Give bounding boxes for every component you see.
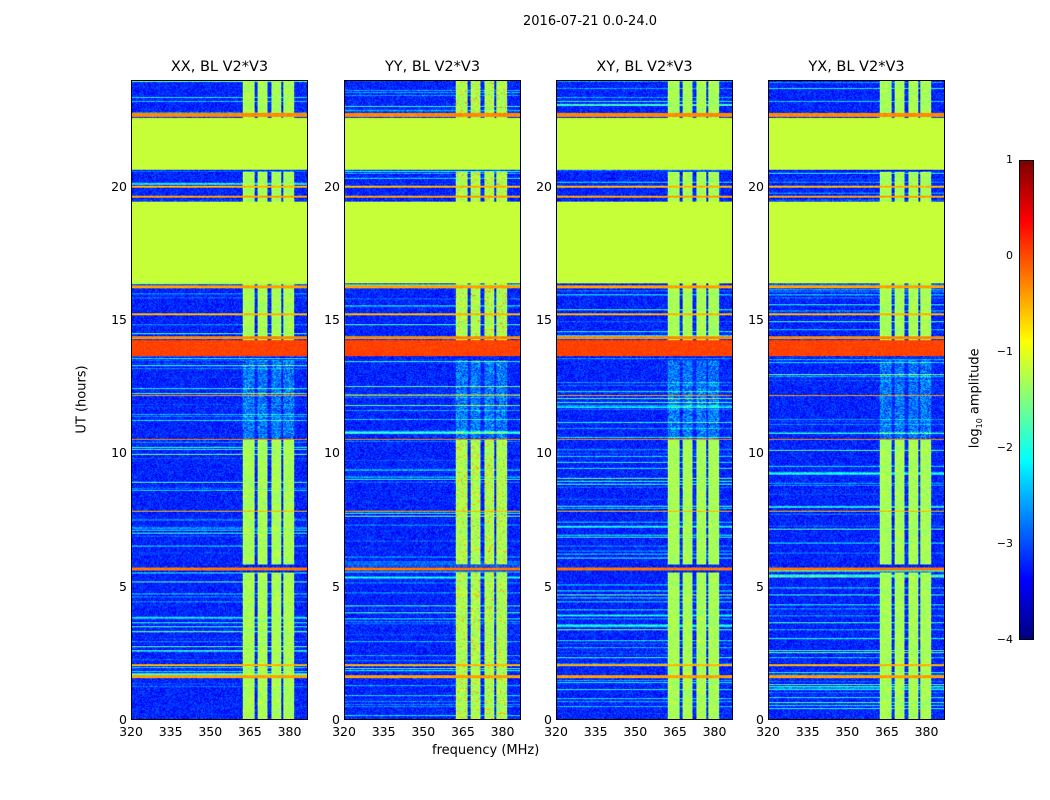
colorbar-tick-label: −2 [996,441,1013,454]
panel-title: YX, BL V2*V3 [808,59,905,75]
colorbar-tick-label: −1 [996,345,1013,358]
x-tick-label: 350 [835,724,860,739]
x-tick-label: 320 [756,724,780,739]
y-tick-label: 20 [748,178,764,194]
x-tick-label: 335 [371,724,396,739]
y-tick-label: 0 [756,712,764,727]
x-tick-label: 380 [490,724,515,739]
colorbar-tick-label: 1 [1006,153,1013,166]
y-tick-label: 5 [119,578,127,594]
heatmap-panel [556,80,733,720]
colorbar-label-rest: amplitude [967,348,983,419]
x-tick-label: 365 [450,724,475,739]
panel-title: XY, BL V2*V3 [596,59,693,75]
y-tick-label: 0 [332,712,340,727]
y-tick-label: 15 [111,312,127,327]
y-tick-label: 15 [324,312,340,327]
y-tick-label: 20 [324,178,340,194]
heatmap-cells [557,81,732,719]
colorbar-tick-label: −3 [996,537,1013,550]
colorbar-tick-label: −4 [996,633,1013,646]
x-tick-label: 365 [662,724,687,739]
x-tick-label: 380 [702,724,727,739]
x-tick-label: 365 [874,724,899,739]
heatmap-panel [344,80,521,720]
x-tick-label: 380 [277,724,302,739]
colorbar-gradient [1020,161,1033,639]
y-tick-label: 10 [748,445,764,461]
heatmap-panel [768,80,945,720]
colorbar [1019,160,1034,640]
colorbar-label-sub: 10 [975,418,985,429]
x-tick-label: 335 [158,724,183,739]
y-axis-label: UT (hours) [74,365,90,434]
x-tick-label: 335 [583,724,608,739]
y-tick-label: 0 [544,712,552,727]
x-tick-label: 335 [795,724,820,739]
x-tick-label: 320 [119,724,143,739]
figure-title: 2016-07-21 0.0-24.0 [523,14,657,29]
x-tick-label: 320 [332,724,356,739]
y-tick-label: 10 [324,445,340,461]
y-tick-label: 5 [544,578,552,594]
colorbar-label: log10 amplitude [968,348,985,448]
y-tick-label: 15 [748,312,764,327]
y-tick-label: 10 [111,445,127,461]
y-tick-label: 20 [111,178,127,194]
heatmap-cells [345,81,520,719]
heatmap-panel [131,80,308,720]
y-tick-label: 5 [756,578,764,594]
colorbar-tick-label: 0 [1006,249,1013,262]
x-tick-label: 320 [544,724,568,739]
y-tick-label: 0 [119,712,127,727]
y-tick-label: 10 [536,445,552,461]
x-tick-label: 350 [623,724,648,739]
panel-title: XX, BL V2*V3 [170,59,269,75]
y-tick-label: 5 [332,578,340,594]
heatmap-cells [769,81,944,719]
heatmap-cells [132,81,307,719]
x-tick-label: 350 [198,724,223,739]
x-tick-label: 350 [411,724,436,739]
y-tick-label: 15 [536,312,552,327]
x-axis-label: frequency (MHz) [432,743,540,758]
colorbar-label-main: log [967,428,983,449]
y-tick-label: 20 [536,178,552,194]
panel-title: YY, BL V2*V3 [384,59,481,75]
x-tick-label: 365 [237,724,262,739]
x-tick-label: 380 [914,724,939,739]
